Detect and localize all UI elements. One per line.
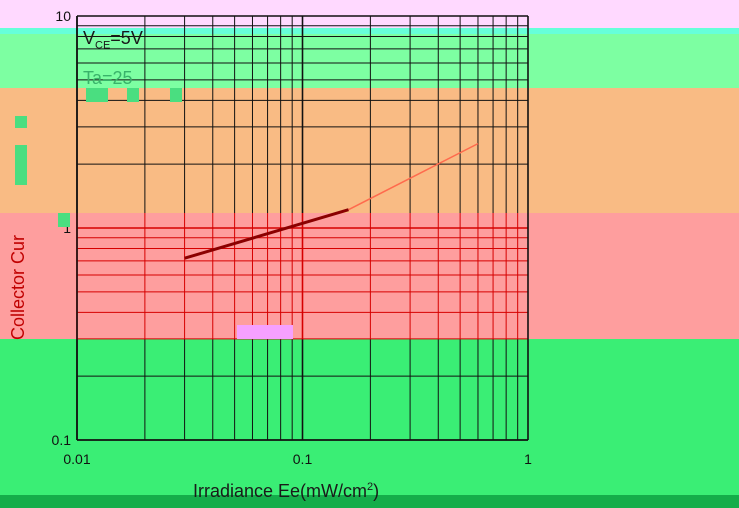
artifact-block: [15, 145, 27, 185]
y-tick-label: 10: [55, 8, 71, 24]
artifact-block: [170, 88, 182, 102]
artifact-block: [127, 88, 139, 102]
artifact-block: [58, 213, 70, 227]
x-axis-label-superscript: 2: [367, 481, 374, 493]
x-axis-label: Irradiance Ee(mW/cm2): [193, 481, 379, 502]
background-band-footer: [0, 495, 739, 508]
y-axis-label: Collector Cur: [8, 234, 28, 340]
ta-annotation: Ta=25: [83, 68, 133, 88]
background-band-mint: [0, 34, 739, 88]
vce-subscript: CE: [95, 39, 111, 52]
x-tick-label: 1: [524, 451, 532, 467]
vce-annotation: VCE=5V: [83, 28, 143, 52]
artifact-block: [15, 116, 27, 128]
background-band-pink: [0, 213, 739, 339]
background-band-orange: [0, 88, 739, 213]
background-band-green: [0, 339, 739, 495]
y-tick-label: 0.1: [52, 432, 72, 448]
x-axis-label-text: Irradiance Ee(mW/cm: [193, 481, 368, 501]
vce-label: V: [83, 28, 96, 48]
vce-value: =5V: [110, 28, 143, 48]
artifact-block: [86, 88, 108, 102]
background-band-cyan: [0, 28, 739, 34]
data-series-line: [184, 208, 349, 260]
y-tick-label: 1: [63, 220, 71, 236]
x-tick-label: 0.1: [293, 451, 313, 467]
artifact-block: [237, 325, 293, 339]
x-axis-label-close: ): [373, 481, 380, 501]
data-series-line: [348, 142, 479, 211]
x-tick-label: 0.01: [63, 451, 90, 467]
background-band-top: [0, 0, 739, 28]
